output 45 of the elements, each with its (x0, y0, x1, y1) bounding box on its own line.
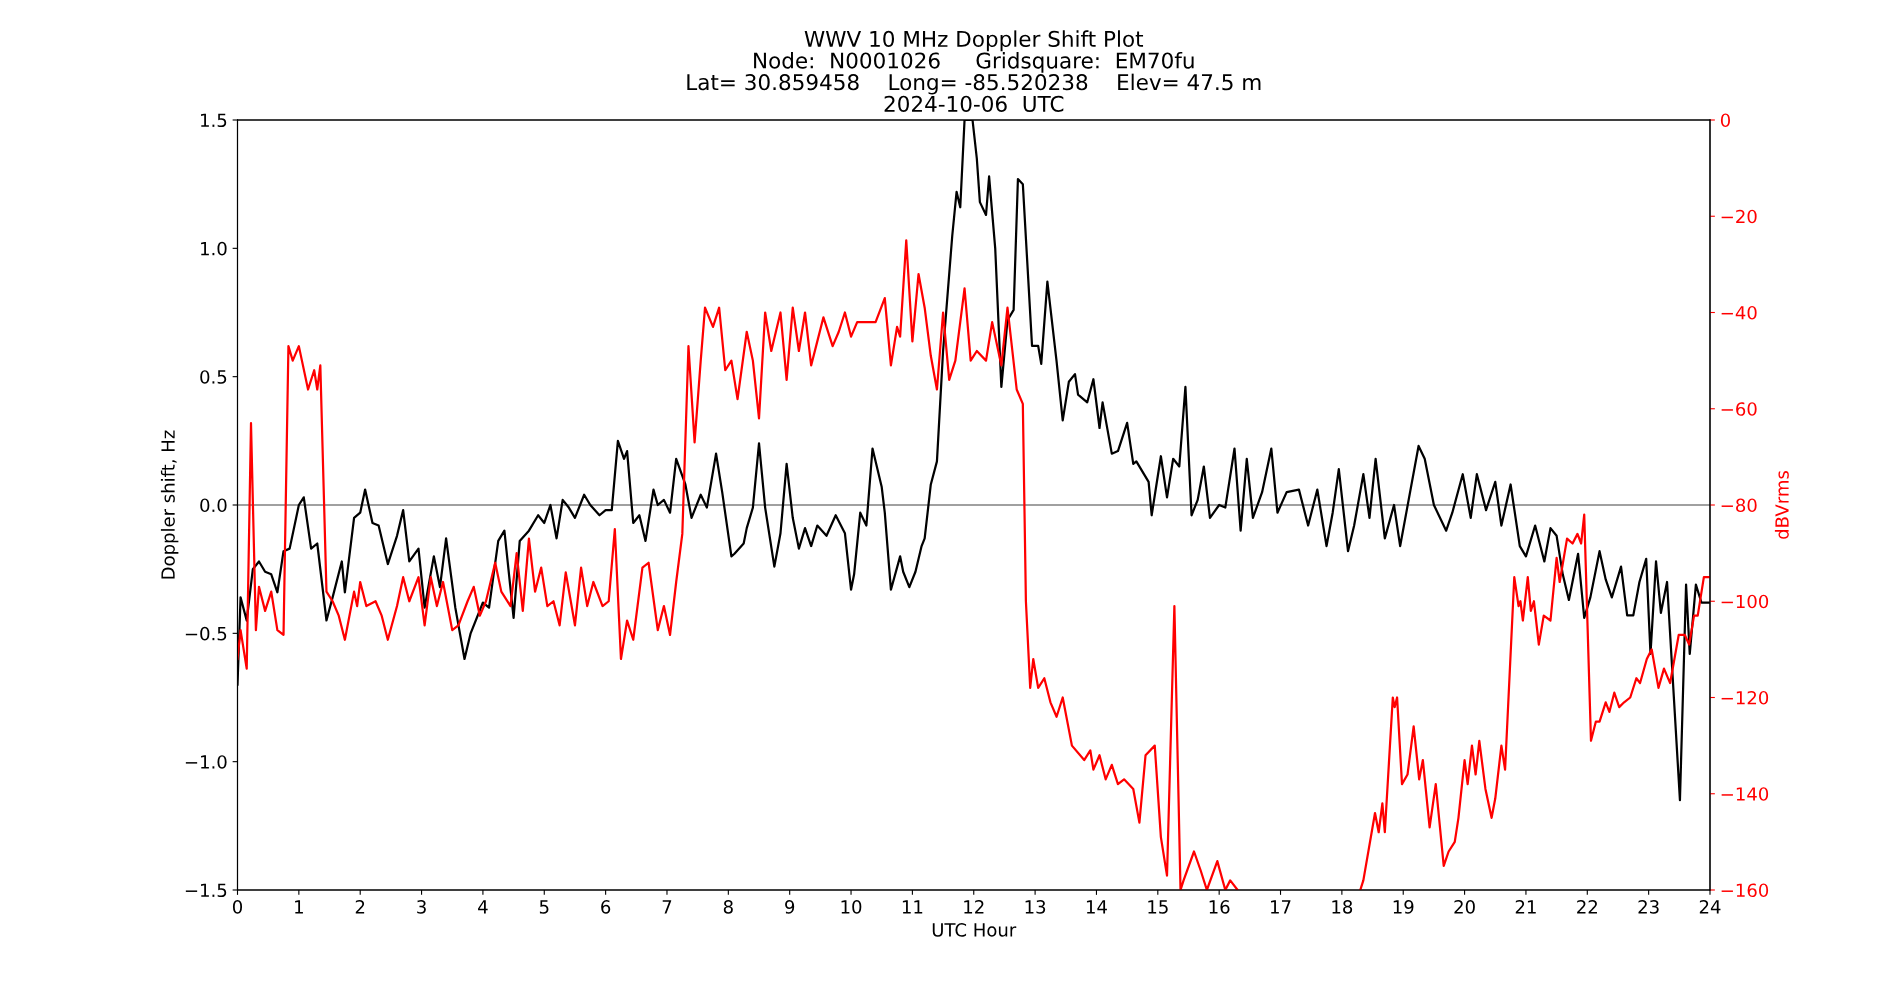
y2-tick-label: −20 (1721, 209, 1757, 224)
y2-tick-label: −40 (1721, 305, 1757, 320)
x-tick-label: 5 (539, 900, 549, 914)
x-tick-label: 6 (601, 900, 611, 914)
y-axis-title: Doppler shift, Hz (160, 430, 179, 579)
x-tick-label: 23 (1638, 900, 1659, 914)
x-tick-label: 1 (295, 900, 303, 914)
y2-axis-title: dBVrms (1774, 471, 1789, 539)
y2-tick-label: −60 (1721, 402, 1757, 416)
x-tick-label: 21 (1515, 900, 1536, 914)
x-tick-label: 18 (1332, 900, 1353, 914)
y2-tick-label: −140 (1721, 787, 1769, 801)
y2-tick-label: −160 (1721, 883, 1769, 898)
x-tick-label: 2 (355, 900, 365, 914)
y2-tick-label: 0 (1720, 113, 1731, 128)
x-tick-label: 8 (723, 900, 733, 914)
y2-tick-label: −100 (1721, 594, 1769, 609)
x-tick-label: 19 (1393, 900, 1414, 914)
x-tick-label: 20 (1454, 900, 1475, 914)
x-tick-label: 7 (662, 900, 672, 914)
x-tick-label: 9 (785, 900, 795, 914)
x-tick-label: 17 (1271, 900, 1291, 914)
x-tick-label: 10 (841, 900, 862, 914)
x-tick-label: 4 (478, 900, 488, 914)
x-tick-label: 0 (232, 900, 243, 914)
x-tick-label: 24 (1699, 900, 1721, 914)
x-tick-label: 11 (902, 900, 923, 914)
x-tick-label: 14 (1086, 900, 1107, 914)
y-tick-label: 1.0 (201, 241, 227, 256)
y-tick-label: −0.5 (185, 626, 227, 641)
y-tick-label: 0.5 (200, 370, 227, 384)
y-tick-label: 0.0 (200, 498, 227, 513)
y2-tick-label: −80 (1721, 498, 1757, 513)
x-tick-label: 15 (1148, 900, 1168, 914)
y-tick-label: 1.5 (201, 113, 227, 128)
x-tick-label: 12 (964, 900, 984, 914)
x-tick-label: 3 (417, 900, 426, 914)
y-tick-label: −1.5 (185, 883, 227, 898)
chart-title: WWV 10 MHz Doppler Shift Plot Node: N0001026 Gridsquare: EM70fu Lat= 30.859458 Long= -85.520238 Elev= 47.5 m 2024-10-06 UTC (687, 30, 1261, 112)
x-tick-label: 16 (1209, 900, 1230, 914)
x-tick-label: 22 (1577, 900, 1597, 914)
y-tick-label: −1.0 (185, 755, 227, 769)
x-axis-title: UTC Hour (932, 923, 1017, 937)
x-tick-label: 13 (1025, 900, 1046, 914)
y2-tick-label: −120 (1721, 690, 1769, 705)
